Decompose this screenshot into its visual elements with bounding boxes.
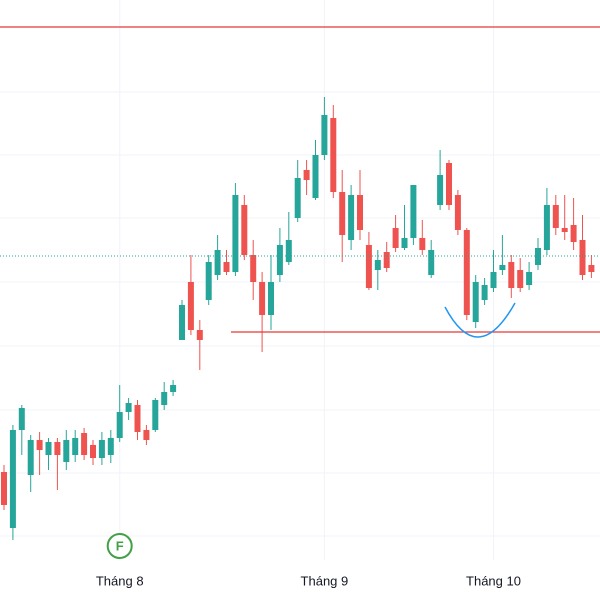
candle-body	[1, 472, 7, 505]
candle-body	[339, 192, 346, 235]
candle-body	[410, 185, 417, 238]
candle-body	[517, 270, 524, 288]
candle-body	[152, 400, 159, 430]
plot-area	[0, 26, 600, 540]
candle-body	[259, 282, 266, 315]
x-tick-label: Tháng 10	[466, 573, 521, 588]
candle-body	[107, 438, 114, 455]
candle-body	[9, 430, 16, 528]
candle-body	[419, 238, 426, 250]
candle-body	[90, 445, 96, 458]
candle-body	[179, 305, 185, 340]
candle-body	[401, 238, 408, 248]
candle-body	[285, 240, 292, 262]
candle-body	[446, 163, 452, 205]
x-tick-label: Tháng 9	[301, 573, 349, 588]
candle-body	[357, 195, 363, 230]
candle-body	[543, 205, 550, 250]
candle-body	[561, 228, 568, 232]
candle-body	[294, 178, 301, 218]
candle-body	[321, 115, 328, 155]
candle-body	[526, 272, 533, 285]
candle-body	[45, 442, 52, 455]
candle-body	[490, 272, 497, 288]
candle-body	[134, 405, 141, 432]
candle-body	[454, 195, 461, 230]
candle-body	[116, 412, 123, 438]
candle-body	[18, 408, 25, 430]
candle-body	[383, 252, 390, 268]
candle-body	[63, 440, 70, 462]
candle-body	[348, 195, 355, 240]
candle-body	[365, 245, 372, 288]
candle-body	[552, 205, 559, 228]
candle-body	[27, 440, 34, 475]
candle-body	[268, 282, 274, 315]
drawing-curve	[444, 302, 516, 338]
candle-body	[54, 442, 61, 455]
candle-body	[330, 118, 337, 192]
candle-body	[232, 195, 239, 272]
candle-body	[392, 228, 399, 248]
candle-body	[472, 282, 479, 322]
candle-body	[250, 255, 257, 282]
candle-body	[187, 282, 194, 330]
candle-body	[81, 433, 88, 455]
candle-body	[588, 265, 595, 272]
candle-body	[499, 265, 506, 270]
candle-body	[205, 262, 212, 300]
candle-body	[463, 230, 470, 315]
candle-body	[374, 260, 381, 270]
candle-body	[36, 440, 43, 450]
candle-body	[98, 440, 105, 458]
event-marker-label: F	[116, 538, 124, 553]
candle-body	[125, 403, 132, 412]
grid	[0, 0, 600, 560]
candle-body	[223, 262, 230, 272]
candle-body	[303, 170, 310, 180]
candle-body	[312, 155, 319, 198]
candle-body	[428, 250, 435, 275]
candle-body	[481, 285, 488, 300]
candle-body	[570, 225, 577, 242]
candle-body	[276, 245, 283, 275]
candle-body	[508, 262, 515, 288]
event-marker	[106, 533, 133, 559]
x-tick-label: Tháng 8	[96, 573, 144, 588]
candle-body	[170, 385, 177, 392]
candle-body	[161, 392, 168, 405]
candle-body	[143, 430, 150, 440]
candle-body	[241, 205, 248, 255]
candle-body	[579, 240, 586, 275]
candle-body	[72, 438, 79, 455]
candle-body	[214, 250, 221, 275]
x-axis: Tháng 8 Tháng 9 Tháng 10 F	[96, 533, 521, 588]
candle-body	[196, 330, 203, 340]
candle-body	[437, 175, 444, 205]
